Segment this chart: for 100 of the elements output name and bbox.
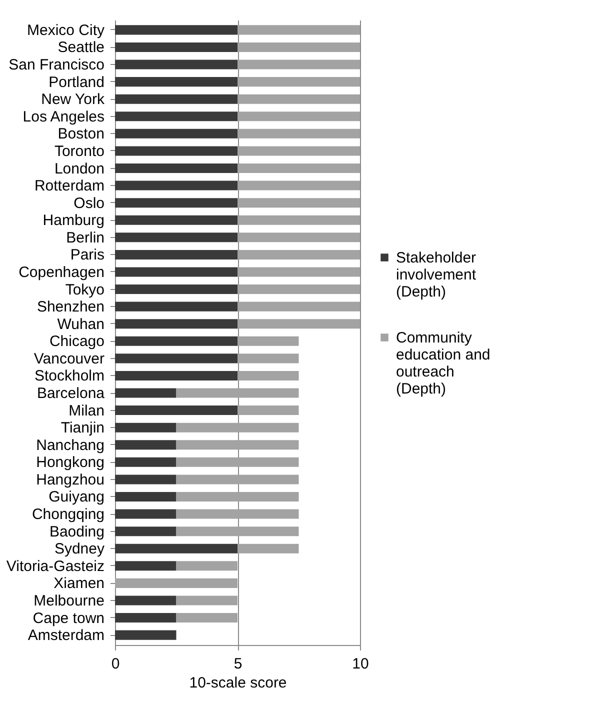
y-tick-label: Mexico City [26, 22, 105, 39]
bar [238, 94, 360, 104]
y-tick-label: Vancouver [34, 350, 104, 368]
bar [115, 596, 176, 606]
y-tick-label: Chongqing [32, 506, 104, 524]
bar [176, 457, 299, 467]
bar [115, 422, 176, 432]
bar [115, 440, 176, 450]
bar [238, 77, 360, 87]
y-tick-label: Cape town [32, 610, 104, 627]
bar [115, 336, 238, 346]
y-tick-label: Amsterdam [28, 627, 104, 644]
bar [115, 630, 176, 640]
bar [238, 544, 299, 554]
y-tick-label: Wuhan [57, 316, 104, 333]
bar [115, 284, 238, 294]
bar [115, 354, 238, 364]
bar [115, 492, 176, 502]
y-tick-label: Shenzhen [36, 298, 104, 316]
bar [115, 25, 238, 35]
bar [176, 440, 299, 450]
y-tick-label: Guiyang [48, 488, 104, 506]
bar [238, 302, 360, 312]
bar [115, 42, 238, 52]
bar [238, 336, 299, 346]
bar [238, 180, 360, 190]
bar [115, 60, 238, 70]
bar [238, 164, 360, 174]
bar [115, 180, 238, 190]
y-tick-label: Stockholm [34, 368, 104, 385]
y-tick-label: Boston [58, 126, 104, 143]
bar [238, 284, 360, 294]
x-tick-label: 10 [352, 656, 369, 672]
y-tick-label: Oslo [74, 194, 104, 212]
y-tick-label: Tianjin [60, 420, 104, 437]
bar [176, 388, 299, 398]
bar [115, 544, 238, 554]
bar [238, 267, 360, 277]
y-tick-label: Tokyo [65, 281, 104, 298]
bar [176, 613, 238, 623]
bar [115, 509, 176, 519]
bar [115, 250, 238, 260]
bar [115, 267, 238, 277]
bar [115, 128, 238, 138]
y-tick-label: Barcelona [36, 385, 106, 402]
y-tick-label: New York [41, 91, 105, 108]
y-tick-label: Hamburg [42, 212, 104, 230]
y-tick-label: Melbourne [34, 592, 104, 610]
y-tick-label: Hangzhou [36, 471, 104, 488]
bar [115, 474, 176, 484]
bar [115, 370, 238, 380]
bar [115, 457, 176, 467]
bar [115, 406, 238, 416]
x-tick-label: 0 [111, 656, 120, 672]
y-tick-label: Chicago [49, 333, 104, 350]
bar [115, 388, 176, 398]
y-tick-label: Vitoria-Gasteiz [6, 558, 104, 575]
y-tick-label: London [54, 160, 104, 178]
bar [115, 77, 238, 87]
bar [115, 319, 238, 329]
bar [115, 613, 176, 623]
y-tick-label: Hongkong [36, 454, 104, 472]
y-tick-label: Paris [70, 246, 104, 264]
bar [176, 474, 299, 484]
bar [238, 42, 360, 52]
bar [238, 60, 360, 70]
bar [176, 526, 299, 536]
y-tick-label: Copenhagen [18, 264, 104, 281]
x-axis-title: 10-scale score [189, 674, 287, 692]
bar [238, 406, 299, 416]
bar [176, 596, 238, 606]
bar [115, 526, 176, 536]
bar [115, 561, 176, 571]
bar [238, 112, 360, 122]
bar [115, 578, 238, 588]
y-tick-label: Los Angeles [22, 108, 104, 126]
bar [176, 492, 299, 502]
bar [176, 509, 299, 519]
bar [115, 215, 238, 225]
y-tick-label: Nanchang [36, 436, 104, 454]
bar [115, 232, 238, 242]
bar [238, 146, 360, 156]
legend-label: Community education and outreach (Depth) [396, 330, 490, 398]
y-tick-label: Rotterdam [34, 178, 104, 195]
y-tick-label: Baoding [49, 523, 104, 540]
y-tick-label: Milan [68, 402, 104, 420]
bar [238, 128, 360, 138]
bar [176, 561, 238, 571]
bar [238, 319, 360, 329]
y-tick-label: San Francisco [8, 56, 104, 74]
legend-label: Stakeholder involvement (Depth) [396, 250, 477, 300]
bar [238, 370, 299, 380]
bar [238, 25, 360, 35]
bar [115, 198, 238, 208]
y-tick-label: Xiamen [54, 575, 104, 592]
bar [238, 250, 360, 260]
bar [238, 198, 360, 208]
bar [115, 146, 238, 156]
y-tick-label: Portland [48, 74, 104, 91]
x-tick-label: 5 [234, 656, 242, 672]
